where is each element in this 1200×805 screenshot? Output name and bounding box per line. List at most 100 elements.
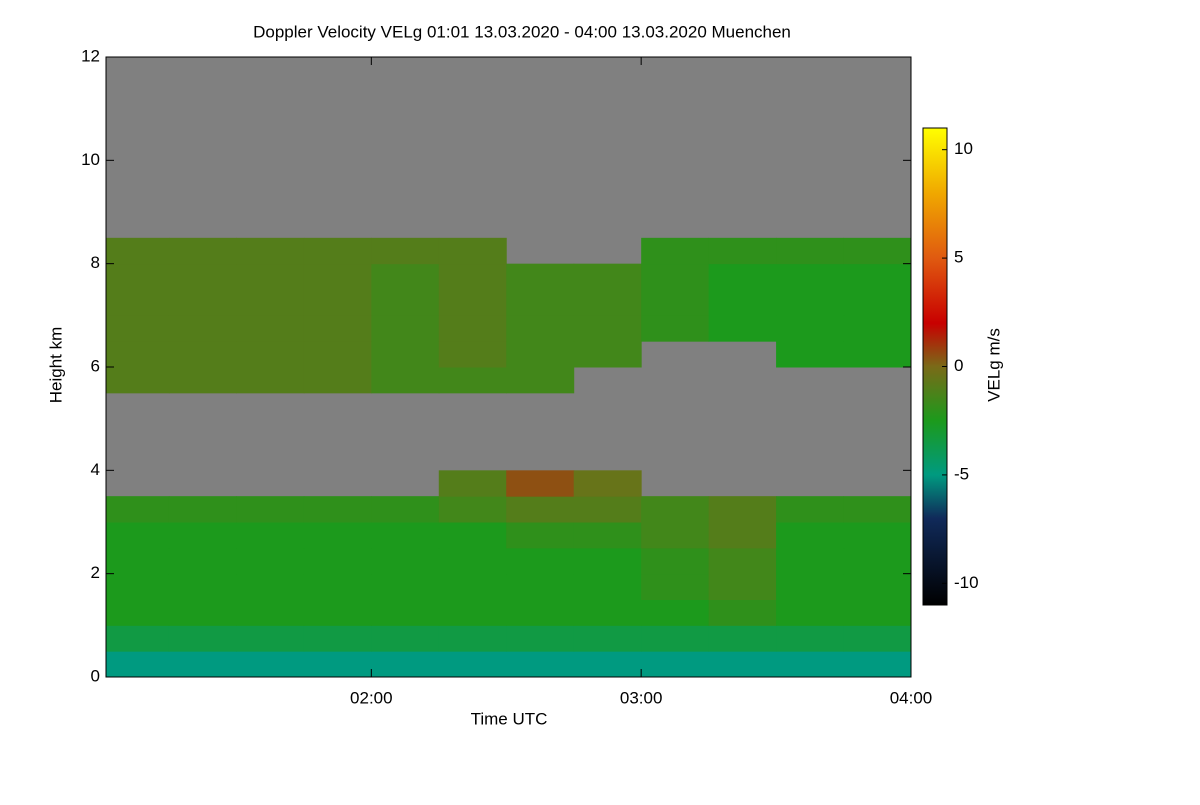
heatmap-cell <box>843 289 911 316</box>
colorbar-tick-label: 5 <box>954 248 963 267</box>
heatmap-cell <box>641 289 710 316</box>
colorbar-tick-label: -10 <box>954 573 979 592</box>
heatmap-cell <box>303 547 372 575</box>
heatmap-cell <box>371 496 440 523</box>
heatmap-cell <box>708 522 777 549</box>
heatmap-cell <box>106 573 170 600</box>
heatmap-cell <box>776 315 845 342</box>
heatmap-cell <box>573 496 642 523</box>
heatmap-cell <box>106 315 170 342</box>
heatmap-cell <box>573 341 642 368</box>
heatmap-cell <box>438 341 507 368</box>
x-tick-label: 04:00 <box>890 688 933 707</box>
heatmap-cell <box>106 547 170 575</box>
heatmap-cell <box>573 651 642 677</box>
heatmap-cell <box>641 651 710 677</box>
axes: 0 2 4 6 8 10 12 02:00 03:00 04:00 -10 -5 0 5 10 <box>81 46 979 707</box>
heatmap-cell <box>236 547 305 575</box>
heatmap-cell <box>641 625 710 652</box>
heatmap-cell <box>303 651 372 677</box>
heatmap-cell <box>506 625 575 652</box>
heatmap-cell <box>506 367 575 394</box>
heatmap-cell <box>106 341 170 368</box>
heatmap-cell <box>708 263 777 290</box>
heatmap-cell <box>168 237 237 265</box>
heatmap-cell <box>573 573 642 600</box>
heatmap-cell <box>573 289 642 316</box>
y-axis-label: Height km <box>46 327 65 404</box>
heatmap-cell <box>236 315 305 342</box>
heatmap-cell <box>641 573 710 600</box>
heatmap-cell <box>438 496 507 523</box>
heatmap-cell <box>371 547 440 575</box>
heatmap-cell <box>506 315 575 342</box>
y-tick-label: 10 <box>81 150 100 169</box>
heatmap-cell <box>106 263 170 290</box>
x-tick-label: 02:00 <box>350 688 393 707</box>
heatmap-cell <box>438 237 507 265</box>
heatmap-cell <box>506 263 575 290</box>
heatmap-cell <box>506 496 575 523</box>
heatmap-cell <box>573 599 642 626</box>
heatmap-cell <box>168 496 237 523</box>
heatmap-cell <box>843 547 911 575</box>
heatmap-cell <box>371 315 440 342</box>
heatmap-cell <box>438 573 507 600</box>
heatmap-cell <box>303 522 372 549</box>
heatmap-cell <box>168 573 237 600</box>
heatmap-cell <box>303 367 372 394</box>
heatmap-cell <box>168 625 237 652</box>
y-tick-label: 8 <box>91 253 100 272</box>
heatmap-cell <box>843 237 911 265</box>
heatmap-cell <box>438 547 507 575</box>
heatmap-cell <box>708 625 777 652</box>
heatmap-cell <box>168 599 237 626</box>
heatmap-cell <box>506 599 575 626</box>
heatmap-cell <box>236 496 305 523</box>
heatmap-cell <box>776 263 845 290</box>
heatmap-cell <box>438 522 507 549</box>
y-tick-label: 2 <box>91 563 100 582</box>
heatmap-cell <box>573 315 642 342</box>
heatmap-cell <box>168 651 237 677</box>
heatmap-cell <box>843 522 911 549</box>
colorbar-tick-label: 10 <box>954 139 973 158</box>
heatmap-cell <box>168 341 237 368</box>
heatmap-cell <box>371 651 440 677</box>
heatmap-cell <box>776 625 845 652</box>
heatmap-cell <box>236 573 305 600</box>
colorbar-tick-label: 0 <box>954 356 963 375</box>
heatmap-cell <box>236 599 305 626</box>
heatmap-cell <box>236 625 305 652</box>
y-tick-label: 0 <box>91 666 100 685</box>
heatmap-cell <box>236 651 305 677</box>
heatmap-cell <box>303 573 372 600</box>
heatmap-cell <box>106 237 170 265</box>
heatmap-cell <box>776 573 845 600</box>
heatmap-cell <box>303 237 372 265</box>
heatmap-cell <box>303 315 372 342</box>
y-tick-label: 4 <box>91 460 100 479</box>
heatmap-cell <box>843 263 911 290</box>
heatmap-cell <box>708 573 777 600</box>
heatmap-cell <box>236 341 305 368</box>
heatmap-cell <box>168 522 237 549</box>
heatmap-cell <box>641 263 710 290</box>
heatmap-cell <box>106 367 170 394</box>
heatmap-cell <box>106 496 170 523</box>
heatmap-cell <box>236 237 305 265</box>
heatmap-cell <box>236 522 305 549</box>
heatmap-cell <box>371 289 440 316</box>
heatmap-cell <box>708 237 777 265</box>
heatmap-cell <box>641 599 710 626</box>
heatmap-cell <box>168 367 237 394</box>
heatmap-cell <box>708 289 777 316</box>
heatmap-cell <box>776 547 845 575</box>
heatmap-cell <box>708 496 777 523</box>
heatmap-cell <box>573 522 642 549</box>
heatmap-cell <box>106 599 170 626</box>
heatmap-cell <box>438 599 507 626</box>
heatmap-cell <box>371 625 440 652</box>
heatmap-cell <box>303 263 372 290</box>
